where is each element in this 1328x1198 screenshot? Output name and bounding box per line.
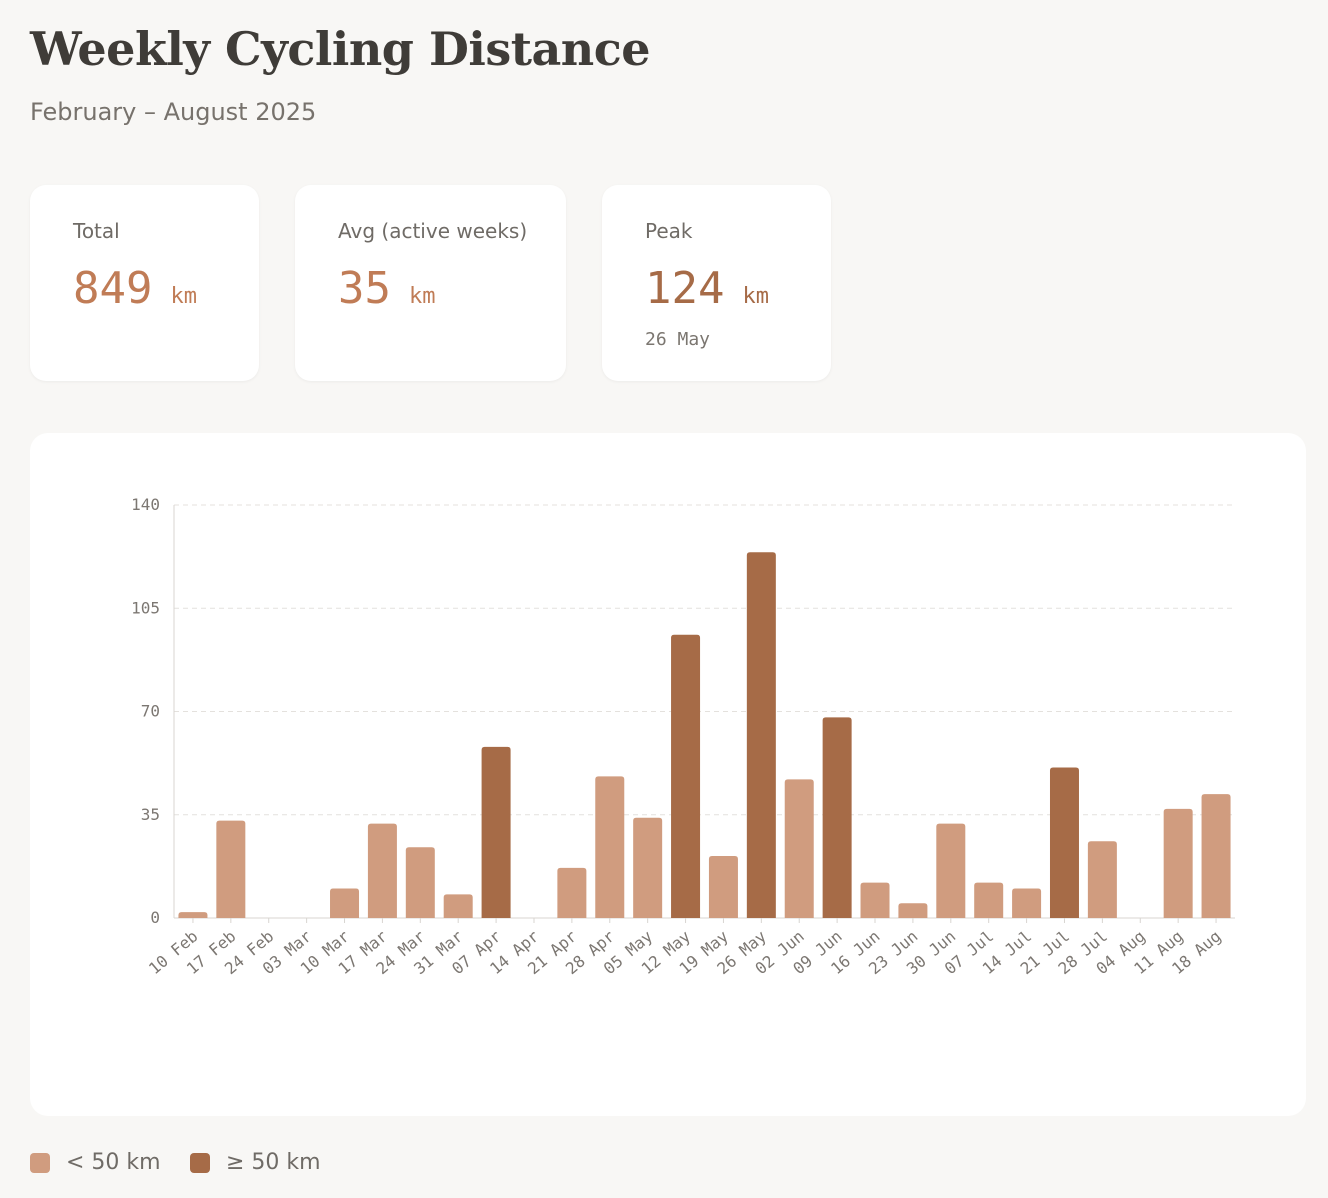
y-tick-label: 140 (131, 495, 160, 514)
stat-unit: km (742, 284, 769, 309)
stat-card-average: Avg (active weeks) 35 km (295, 185, 566, 381)
stat-card-peak: Peak 124 km 26 May (602, 185, 831, 381)
stat-number: 35 (338, 263, 391, 314)
bar (1012, 888, 1042, 918)
y-tick-label: 0 (150, 908, 160, 927)
bar (216, 820, 246, 918)
bar (595, 776, 625, 918)
stat-peak-date: 26 May (645, 329, 711, 350)
legend-item-above: ≥ 50 km (190, 1150, 321, 1175)
bar (1201, 794, 1231, 918)
bar (367, 823, 397, 918)
bar (557, 867, 587, 918)
legend-label: < 50 km (66, 1150, 161, 1175)
bar (936, 823, 966, 918)
stat-number: 124 (645, 263, 725, 314)
bar (974, 882, 1004, 918)
stat-card-total: Total 849 km (30, 185, 259, 381)
bar (671, 634, 701, 918)
stat-number: 849 (73, 263, 153, 314)
stat-unit: km (408, 284, 436, 309)
stat-value: 124 km (645, 263, 769, 314)
stat-label: Total (73, 219, 120, 243)
bar (898, 903, 928, 918)
bar (1163, 808, 1193, 918)
y-tick-label: 70 (141, 702, 160, 721)
bar (443, 894, 473, 918)
legend-swatch (190, 1152, 210, 1173)
legend-item-below: < 50 km (30, 1150, 161, 1175)
bar (784, 779, 814, 918)
bar (633, 817, 663, 918)
legend-label: ≥ 50 km (226, 1150, 321, 1175)
bar (708, 856, 738, 918)
stat-label: Avg (active weeks) (338, 219, 528, 243)
y-tick-label: 35 (141, 805, 160, 824)
bar (481, 746, 511, 918)
bar (746, 552, 776, 918)
bar (822, 717, 852, 918)
bar (1087, 841, 1117, 918)
bar (405, 847, 435, 918)
stat-value: 849 km (73, 263, 197, 314)
page-subtitle: February – August 2025 (30, 98, 317, 126)
bar (1049, 767, 1079, 918)
y-tick-label: 105 (131, 598, 160, 617)
legend-swatch (30, 1152, 50, 1173)
page-title: Weekly Cycling Distance (30, 22, 651, 76)
stat-unit: km (170, 284, 197, 309)
stat-value: 35 km (338, 263, 435, 314)
bar (330, 888, 360, 918)
stat-label: Peak (645, 219, 693, 243)
bar (860, 882, 890, 918)
bar (178, 912, 208, 918)
chart-card: 0 35 70 105 140 10 Feb 17 Feb 24 Feb 03 Mar 10 Ma… (30, 433, 1306, 1116)
